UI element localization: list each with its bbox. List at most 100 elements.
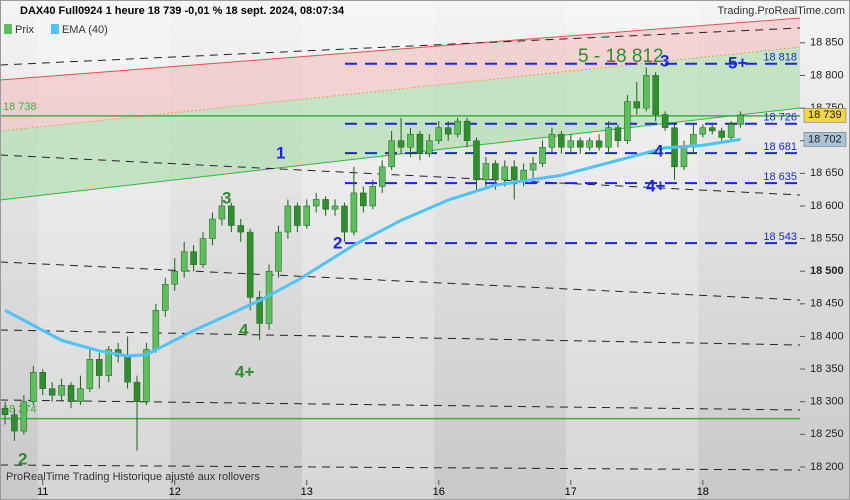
candle-body — [492, 163, 499, 181]
level-label: 18 543 — [763, 231, 797, 243]
level-label: 18 681 — [763, 141, 797, 153]
candle-body — [133, 381, 141, 402]
candle-body — [454, 120, 461, 135]
y-tick-label: 18 500 — [810, 265, 844, 277]
candle-body — [680, 146, 688, 168]
candle-body — [661, 114, 669, 128]
channel-zone — [0, 47, 800, 200]
y-tick-label: 18 250 — [810, 428, 844, 440]
candle-body — [473, 140, 480, 181]
y-tick-label: 18 300 — [810, 396, 844, 408]
y-tick-label: 18 400 — [810, 330, 844, 342]
candle-body — [548, 133, 556, 148]
candle-body — [624, 101, 631, 141]
legend-box — [50, 24, 59, 34]
annotation: 1 — [276, 143, 285, 162]
x-tick-label: 16 — [433, 486, 445, 498]
annotation: 5+ — [728, 53, 747, 72]
legend-label: Prix — [15, 24, 34, 36]
candle-body — [237, 225, 244, 233]
candle-body — [199, 238, 207, 265]
channel-top — [0, 17, 800, 81]
y-tick-label: 18 450 — [810, 298, 844, 310]
candle-body — [341, 205, 348, 233]
candle-body — [58, 385, 65, 396]
candle-body — [718, 130, 725, 138]
candle-body — [605, 127, 612, 148]
legend: Prix EMA (40) — [4, 24, 108, 36]
candle-body — [30, 372, 37, 402]
x-tick-label: 13 — [301, 486, 313, 498]
candle-body — [520, 169, 527, 181]
candle-body — [642, 75, 650, 109]
candle-body — [275, 231, 282, 272]
footer: ProRealTime Trading Historique ajusté au… — [6, 471, 260, 483]
y-tick-label: 18 550 — [810, 232, 844, 244]
candle-body — [576, 140, 584, 148]
x-tick-label: 17 — [565, 486, 577, 498]
candle-body — [407, 133, 414, 148]
candle-body — [218, 205, 226, 220]
candle-body — [11, 414, 18, 432]
y-tick-label: 18 800 — [810, 69, 844, 81]
candle-body — [228, 205, 235, 226]
fan-line — [0, 27, 800, 66]
candle-body — [152, 310, 160, 350]
annotation: 4+ — [235, 362, 254, 381]
candle-body — [388, 140, 395, 168]
fan-line — [0, 261, 800, 301]
candle-body — [180, 251, 188, 272]
annotations: 5 - 18 812 5+ 3 1 2 4 4+ 3 4 4+ 2 — [18, 46, 747, 468]
fan-line — [0, 399, 800, 411]
candle-body — [105, 349, 112, 376]
annotation: 3 — [660, 51, 669, 70]
x-tick-label: 12 — [169, 486, 181, 498]
candle-body — [539, 146, 546, 164]
price-marker-label: 18 702 — [808, 133, 842, 145]
candle-body — [190, 251, 197, 265]
candle-body — [294, 205, 301, 226]
candle-body — [124, 355, 131, 383]
price-marker — [803, 108, 847, 123]
candle-body — [727, 124, 735, 138]
legend-box — [4, 24, 12, 34]
candle-body — [48, 388, 56, 396]
y-tick-label: 18 850 — [810, 37, 844, 49]
candle-body — [529, 163, 537, 171]
candle-body — [209, 218, 216, 239]
candle-body — [426, 140, 433, 155]
fan-line — [0, 464, 800, 471]
candle-body — [171, 270, 178, 285]
annotation: 5 - 18 812 — [578, 46, 664, 67]
candle-body — [369, 186, 377, 207]
annotation: 2 — [18, 449, 27, 468]
candle-body — [284, 205, 292, 233]
chart-title: DAX40 Full0924 1 heure 18 739 -0,01 % 18… — [20, 5, 345, 17]
support-label: 18 274 — [3, 404, 37, 416]
candle-body — [435, 127, 443, 141]
candle-body — [397, 140, 405, 148]
source: Trading.ProRealTime.com — [717, 5, 845, 17]
channels — [0, 17, 800, 201]
candle-body — [246, 231, 254, 298]
candle-body — [614, 127, 622, 141]
candle-body — [482, 163, 490, 181]
annotation: 4 — [239, 320, 249, 339]
candle-body — [331, 205, 339, 210]
candle-body — [322, 199, 329, 210]
candle-body — [86, 359, 94, 389]
y-tick-label: 18 600 — [810, 200, 844, 212]
candle-body — [350, 192, 358, 233]
annotation: 4 — [654, 141, 664, 160]
y-tick-label: 18 350 — [810, 363, 844, 375]
candle-body — [595, 140, 603, 148]
candle-body — [567, 140, 575, 148]
ema-line — [4, 137, 741, 358]
candle-body — [77, 388, 84, 402]
candle-body — [312, 199, 320, 207]
level-label: 18 635 — [763, 171, 797, 183]
annotation: 3 — [222, 188, 231, 207]
candle-body — [444, 127, 452, 135]
candle-body — [737, 115, 744, 125]
